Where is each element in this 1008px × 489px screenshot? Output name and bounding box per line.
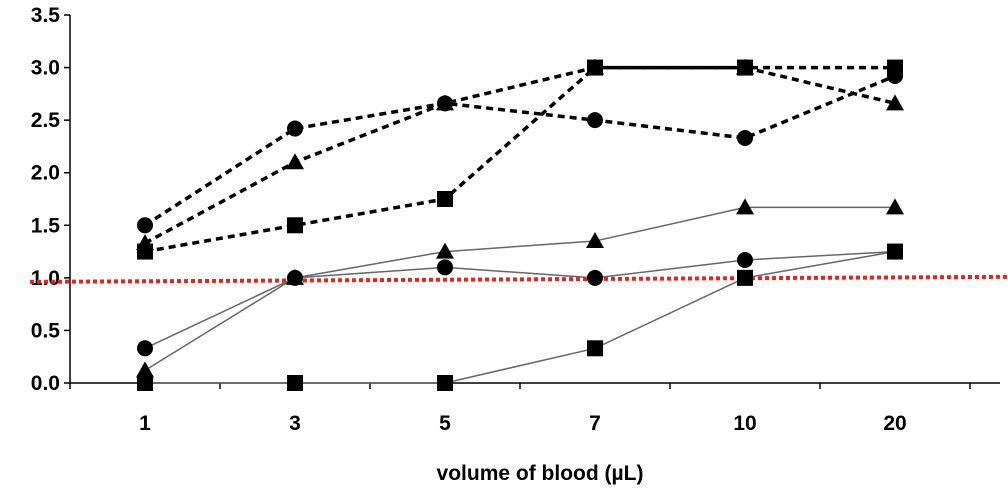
y-tick-label: 0.5 <box>31 319 61 342</box>
x-tick-label: 5 <box>439 412 451 435</box>
square-marker <box>437 191 453 207</box>
square-marker <box>137 243 153 260</box>
series-layer <box>144 65 896 384</box>
circle-marker <box>587 112 603 129</box>
triangle-marker <box>436 242 454 259</box>
y-tick-label: 2.0 <box>31 162 60 185</box>
circle-marker <box>737 130 753 147</box>
square-marker <box>287 375 303 391</box>
y-tick-label: 0.0 <box>31 372 60 395</box>
series-line-1 <box>144 74 896 227</box>
square-marker <box>587 59 603 76</box>
triangle-marker <box>136 361 154 378</box>
square-marker <box>587 340 603 357</box>
circle-marker <box>137 217 153 234</box>
square-marker <box>137 375 153 391</box>
y-tick-label: 3.5 <box>31 4 61 27</box>
x-tick-label: 7 <box>589 412 601 435</box>
triangle-marker <box>436 94 454 111</box>
circle-marker <box>287 120 303 137</box>
y-tick-label: 1.0 <box>31 267 60 290</box>
x-tick-label: 1 <box>139 412 151 435</box>
circle-marker <box>437 259 453 276</box>
y-tick-label: 3.0 <box>31 57 60 80</box>
x-axis-title: volume of blood (µL) <box>437 462 644 485</box>
x-tick-label: 10 <box>733 412 756 435</box>
series-line-2 <box>144 65 896 245</box>
series-line-6 <box>145 250 896 384</box>
x-tick-label: 3 <box>289 412 301 435</box>
circle-marker <box>587 269 603 286</box>
square-marker <box>737 59 753 76</box>
triangle-marker <box>886 94 904 111</box>
triangle-marker <box>736 198 754 215</box>
square-marker <box>437 375 453 391</box>
series-line-3 <box>144 65 895 254</box>
reference-line-layer <box>29 274 1008 284</box>
y-tick-label: 1.5 <box>31 214 61 237</box>
square-marker <box>737 269 753 286</box>
series-line-5 <box>144 206 895 372</box>
triangle-marker <box>286 268 304 285</box>
triangle-marker <box>886 198 904 215</box>
axes: 0.0 0.5 1.0 1.5 2.0 2.5 3.0 3.5 1 3 5 7 10 20 <box>31 4 1000 435</box>
circle-marker <box>737 251 753 268</box>
y-tick-label: 2.5 <box>31 109 61 132</box>
square-marker <box>887 59 903 76</box>
square-marker <box>287 217 303 234</box>
triangle-marker <box>286 153 304 170</box>
x-tick-label: 20 <box>883 412 906 435</box>
marker-layer <box>136 58 904 391</box>
circle-marker <box>137 340 153 357</box>
series-line-4 <box>144 250 896 349</box>
triangle-marker <box>586 232 604 249</box>
reference-line <box>29 274 1008 284</box>
square-marker <box>887 243 903 260</box>
